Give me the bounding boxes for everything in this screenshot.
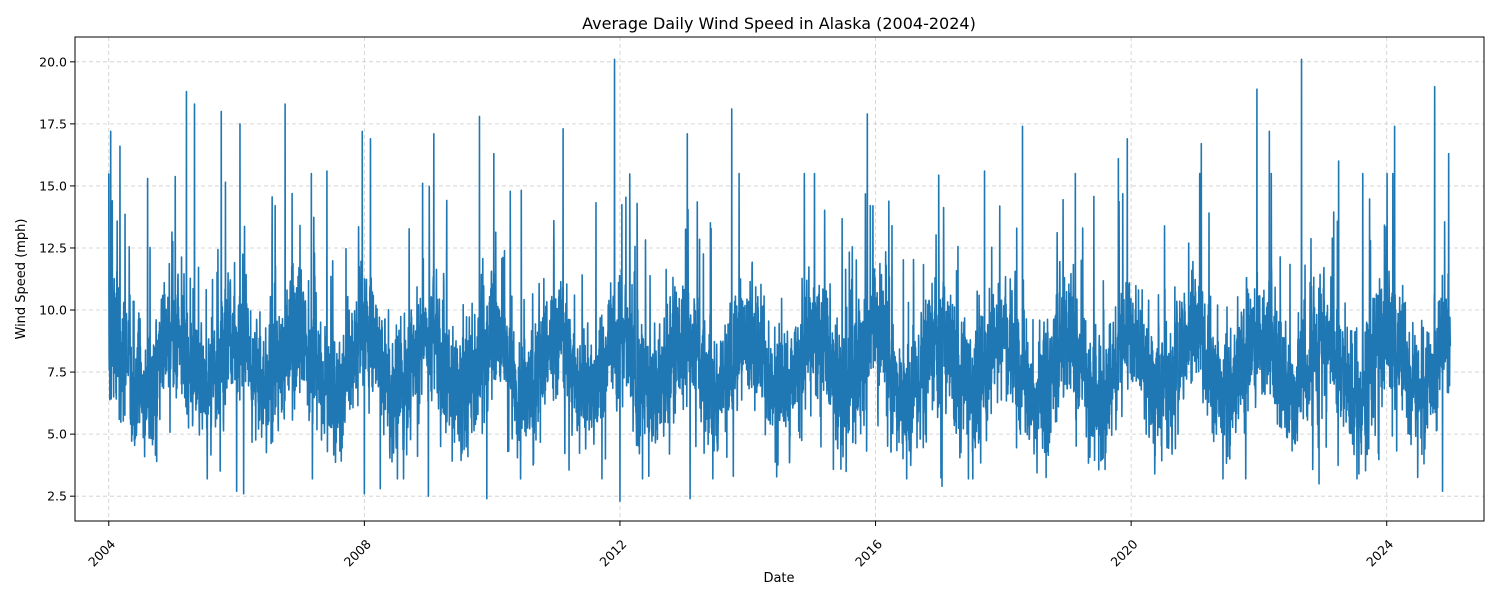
y-tick-label: 2.5 xyxy=(47,489,67,504)
y-tick-label: 5.0 xyxy=(47,427,67,442)
series-layer xyxy=(107,58,1452,502)
plot-frame xyxy=(74,36,1485,522)
chart-title: Average Daily Wind Speed in Alaska (2004… xyxy=(582,14,976,33)
x-tick-label: 2024 xyxy=(1363,536,1396,569)
y-tick-label: 12.5 xyxy=(39,240,67,255)
y-tick-label: 10.0 xyxy=(39,303,67,318)
series-line xyxy=(107,58,1452,502)
x-tick-label: 2008 xyxy=(341,536,374,569)
y-tick-label: 15.0 xyxy=(39,178,67,193)
y-tick-label: 20.0 xyxy=(39,54,67,69)
x-tick-label: 2016 xyxy=(852,536,885,569)
y-axis-label: Wind Speed (mph) xyxy=(14,219,29,340)
y-tick-label: 17.5 xyxy=(39,116,67,131)
x-axis-label: Date xyxy=(763,571,794,586)
x-tick-label: 2004 xyxy=(85,536,118,569)
x-tick-label: 2020 xyxy=(1108,536,1141,569)
y-tick-label: 7.5 xyxy=(47,365,67,380)
x-tick-label: 2012 xyxy=(596,536,629,569)
grid xyxy=(75,37,1484,521)
